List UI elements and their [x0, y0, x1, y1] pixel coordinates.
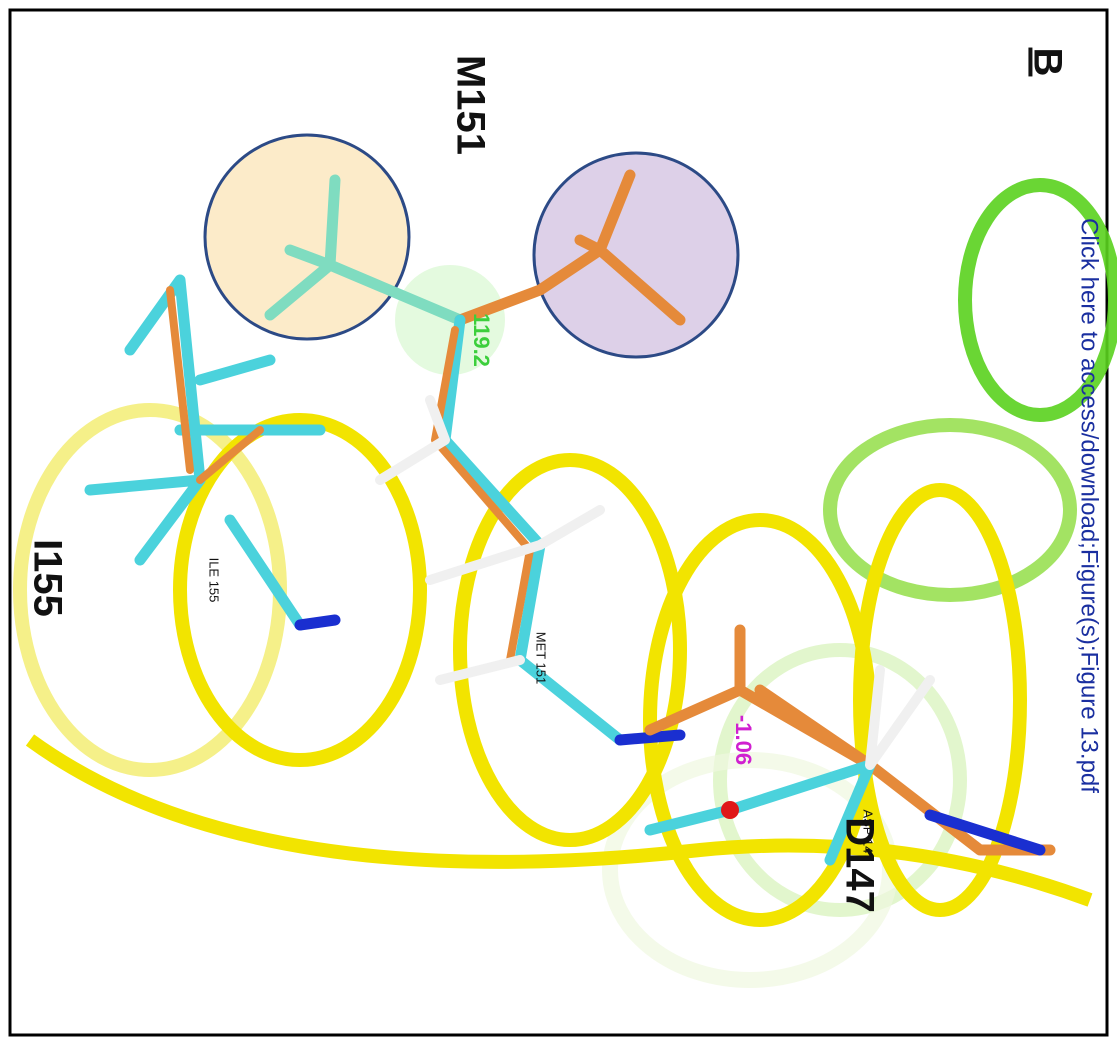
- atom-label: ASP 147: [861, 809, 876, 860]
- highlight-circle: [205, 135, 409, 339]
- highlight-circle: [534, 153, 738, 357]
- download-link[interactable]: Click here to access/download;Figure(s);…: [1076, 218, 1103, 793]
- angle-label: 119.2: [469, 313, 494, 367]
- distance-label: -1.06: [731, 715, 756, 765]
- atom-label: MET 151: [534, 632, 549, 685]
- panel-label: B: [1025, 48, 1069, 77]
- residue-label: I155: [25, 539, 69, 617]
- atom-label: ILE 155: [207, 558, 222, 603]
- page: B M151 I155 D147 ILE 155 MET 151 ASP 147…: [0, 0, 1117, 1045]
- figure: B M151 I155 D147 ILE 155 MET 151 ASP 147…: [0, 0, 1117, 1045]
- residue-label: M151: [448, 55, 492, 155]
